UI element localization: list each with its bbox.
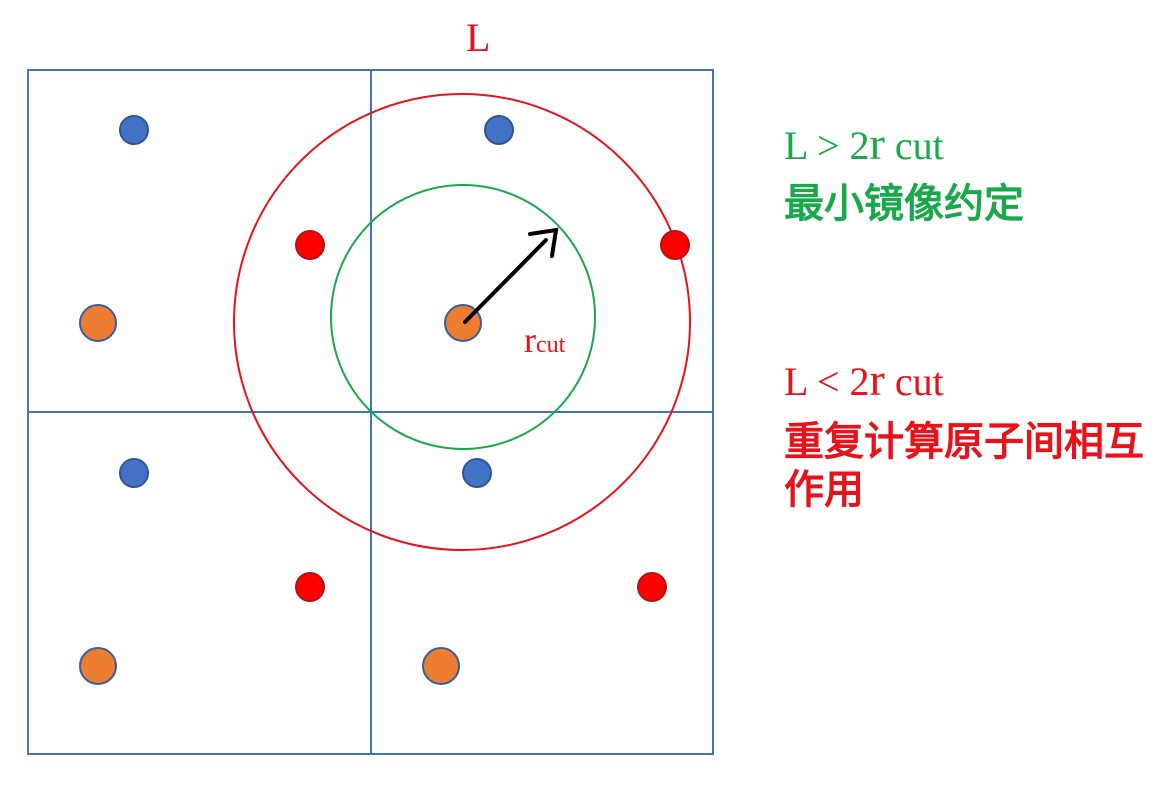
atom-red	[637, 572, 667, 602]
condition-greater-prefix: L > 2	[784, 123, 870, 168]
rcut-subscript: cut	[536, 332, 566, 358]
rcut-symbol: r	[524, 320, 536, 360]
atom-blue	[119, 115, 149, 145]
condition-less-r: r	[869, 354, 885, 405]
atom-orange	[79, 304, 117, 342]
atom-red	[295, 572, 325, 602]
cutoff-circle-small	[330, 184, 596, 450]
atom-blue	[462, 458, 492, 488]
atom-blue	[484, 115, 514, 145]
atoms	[79, 115, 690, 685]
box-length-label: L	[466, 15, 491, 60]
box-bottom-right	[370, 411, 714, 755]
condition-less: L < 2r cut	[784, 356, 944, 415]
condition-greater-suffix: cut	[884, 123, 944, 168]
atom-blue	[119, 458, 149, 488]
rcut-label: rcut	[524, 320, 565, 368]
minimum-image-convention-text: 最小镜像约定	[784, 181, 1024, 227]
condition-greater: L > 2r cut	[784, 120, 944, 179]
duplicate-interaction-text: 重复计算原子间相互作用	[784, 419, 1144, 513]
condition-less-prefix: L < 2	[784, 359, 870, 404]
atom-orange	[422, 647, 460, 685]
condition-less-suffix: cut	[884, 359, 944, 404]
arrow-up-right-icon	[463, 227, 559, 324]
atom-red	[295, 230, 325, 260]
atom-orange	[79, 647, 117, 685]
cutoff-circle-large	[233, 93, 691, 551]
atom-red	[660, 230, 690, 260]
condition-greater-r: r	[869, 118, 885, 169]
periodic-box-grid	[27, 69, 714, 755]
